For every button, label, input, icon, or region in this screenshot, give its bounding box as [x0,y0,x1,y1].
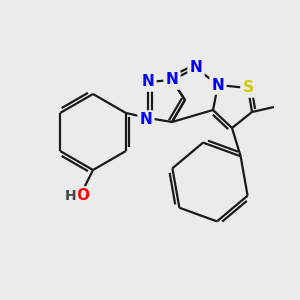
Text: N: N [142,74,154,89]
Text: N: N [212,77,224,92]
Text: N: N [140,112,152,128]
Text: O: O [76,188,89,203]
Text: H: H [65,189,77,203]
Text: N: N [190,61,202,76]
Text: N: N [166,73,178,88]
Text: S: S [242,80,253,95]
